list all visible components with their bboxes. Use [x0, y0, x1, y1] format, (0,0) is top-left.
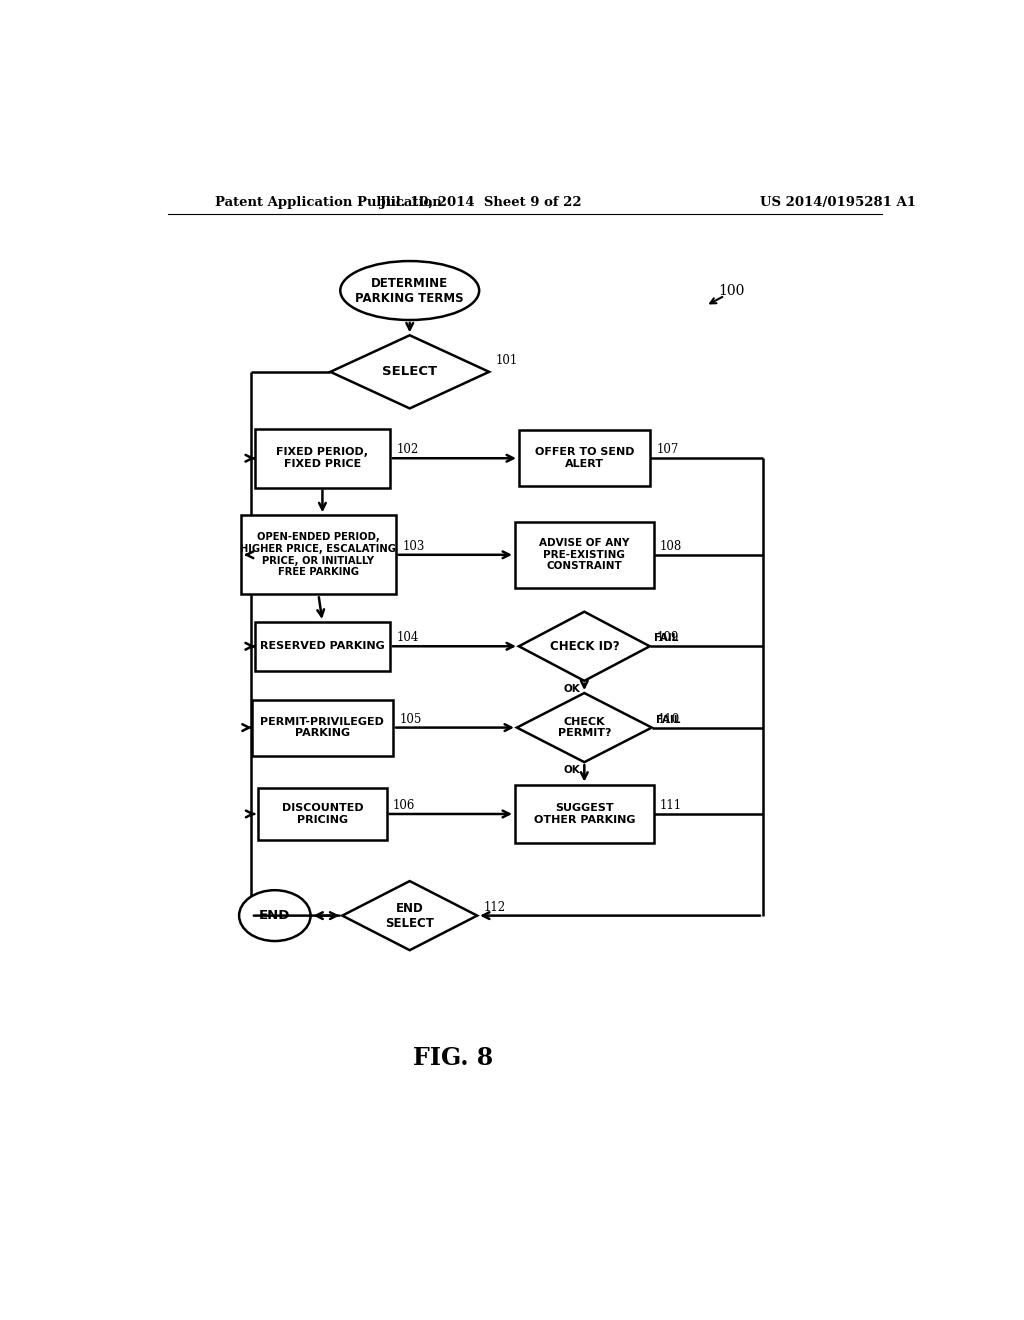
Text: FAIL: FAIL	[655, 714, 680, 725]
Text: 102: 102	[396, 444, 419, 457]
Ellipse shape	[240, 890, 310, 941]
Text: FIG. 8: FIG. 8	[414, 1045, 494, 1071]
Text: END
SELECT: END SELECT	[385, 902, 434, 929]
Text: ADVISE OF ANY
PRE-EXISTING
CONSTRAINT: ADVISE OF ANY PRE-EXISTING CONSTRAINT	[539, 539, 630, 572]
Text: DISCOUNTED
PRICING: DISCOUNTED PRICING	[282, 803, 364, 825]
Text: OK: OK	[563, 684, 581, 694]
Text: FAIL: FAIL	[653, 634, 678, 643]
Text: SELECT: SELECT	[382, 366, 437, 379]
Ellipse shape	[340, 261, 479, 319]
Text: Jul. 10, 2014  Sheet 9 of 22: Jul. 10, 2014 Sheet 9 of 22	[380, 195, 582, 209]
Text: 104: 104	[396, 631, 419, 644]
FancyBboxPatch shape	[258, 788, 387, 841]
Text: OFFER TO SEND
ALERT: OFFER TO SEND ALERT	[535, 447, 634, 469]
Text: 110: 110	[658, 713, 680, 726]
Text: SUGGEST
OTHER PARKING: SUGGEST OTHER PARKING	[534, 803, 635, 825]
Text: 105: 105	[399, 713, 422, 726]
Text: 101: 101	[496, 354, 518, 367]
Text: 111: 111	[660, 799, 682, 812]
Polygon shape	[517, 693, 651, 762]
Polygon shape	[331, 335, 489, 408]
Text: RESERVED PARKING: RESERVED PARKING	[260, 642, 385, 651]
Text: US 2014/0195281 A1: US 2014/0195281 A1	[760, 195, 916, 209]
Text: FIXED PERIOD,
FIXED PRICE: FIXED PERIOD, FIXED PRICE	[276, 447, 369, 469]
FancyBboxPatch shape	[515, 521, 653, 587]
Text: 106: 106	[393, 799, 416, 812]
Text: Patent Application Publication: Patent Application Publication	[215, 195, 442, 209]
Text: PERMIT-PRIVILEGED
PARKING: PERMIT-PRIVILEGED PARKING	[260, 717, 384, 738]
Text: OK: OK	[563, 766, 581, 775]
Text: 100: 100	[718, 284, 744, 297]
Text: DETERMINE
PARKING TERMS: DETERMINE PARKING TERMS	[355, 276, 464, 305]
FancyBboxPatch shape	[252, 700, 393, 755]
Text: 109: 109	[656, 631, 679, 644]
Text: 107: 107	[656, 444, 679, 457]
Text: 108: 108	[660, 540, 682, 553]
Text: CHECK ID?: CHECK ID?	[550, 640, 620, 653]
Text: 112: 112	[483, 900, 506, 913]
Polygon shape	[342, 880, 477, 950]
FancyBboxPatch shape	[519, 430, 650, 486]
Text: 103: 103	[402, 540, 425, 553]
Text: END: END	[259, 909, 291, 923]
Polygon shape	[519, 611, 650, 681]
FancyBboxPatch shape	[255, 429, 390, 487]
Text: OPEN-ENDED PERIOD,
HIGHER PRICE, ESCALATING
PRICE, OR INITIALLY
FREE PARKING: OPEN-ENDED PERIOD, HIGHER PRICE, ESCALAT…	[241, 532, 396, 577]
FancyBboxPatch shape	[241, 515, 396, 594]
FancyBboxPatch shape	[255, 622, 390, 671]
FancyBboxPatch shape	[515, 784, 653, 843]
Text: CHECK
PERMIT?: CHECK PERMIT?	[558, 717, 611, 738]
